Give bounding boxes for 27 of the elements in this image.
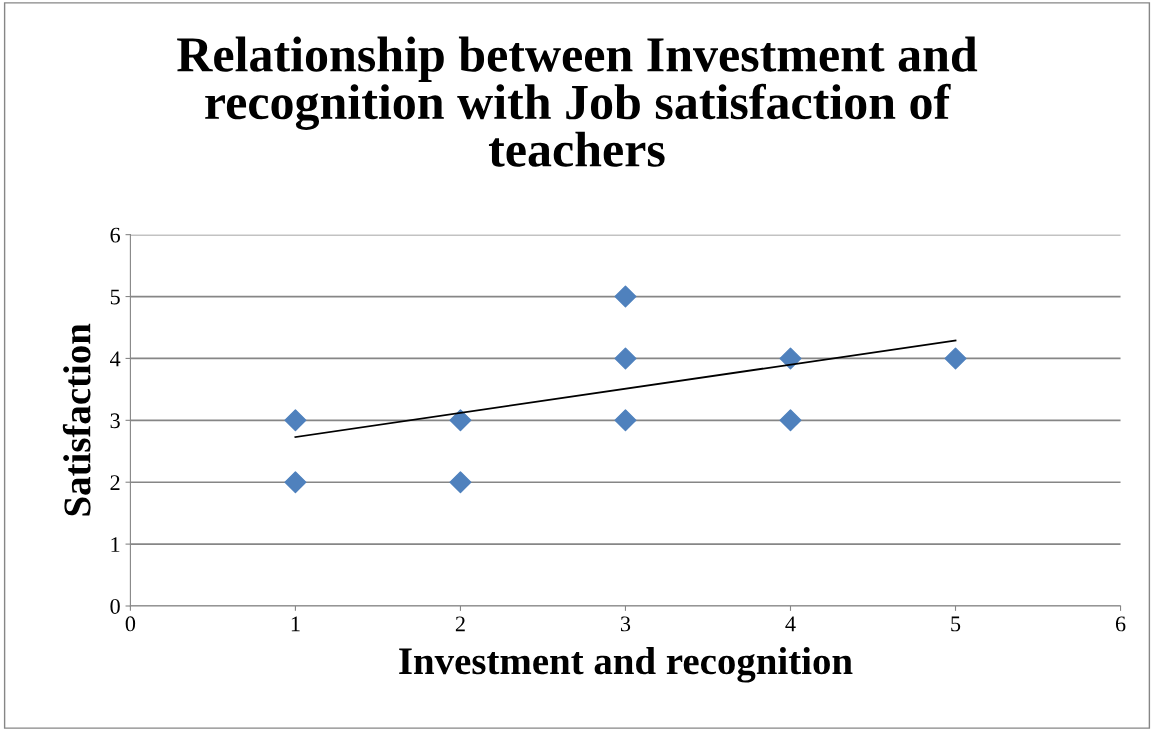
point bbox=[614, 285, 637, 308]
y-tick-label: 0 bbox=[110, 598, 120, 614]
x-tick-label: 4 bbox=[785, 616, 796, 632]
y-tick-label: 5 bbox=[110, 289, 120, 305]
y-tick-label: 4 bbox=[110, 351, 121, 367]
y-tick-label: 3 bbox=[110, 413, 120, 429]
x-tick-label: 5 bbox=[951, 616, 961, 632]
point bbox=[779, 347, 802, 370]
x-axis-title: Investment and recognition bbox=[399, 646, 853, 683]
chart-title: Relationship between Investment and recognition with Job satisfaction of teachers bbox=[177, 36, 978, 167]
y-tick-label: 1 bbox=[111, 537, 120, 552]
point bbox=[614, 409, 637, 432]
y-axis-title: Satisfaction bbox=[62, 323, 91, 516]
point bbox=[284, 471, 307, 494]
point bbox=[779, 409, 802, 432]
x-tick-label: 2 bbox=[455, 616, 465, 632]
x-tick-label: 1 bbox=[291, 616, 300, 632]
x-tick-label: 6 bbox=[1115, 616, 1126, 632]
x-tick-label: 3 bbox=[620, 616, 631, 632]
point bbox=[449, 409, 472, 432]
point bbox=[614, 347, 637, 370]
x-tick-label: 0 bbox=[125, 616, 136, 632]
y-tick-label: 2 bbox=[110, 475, 120, 490]
point bbox=[284, 409, 307, 432]
point bbox=[449, 471, 472, 494]
point bbox=[944, 347, 967, 370]
y-tick-label: 6 bbox=[110, 227, 121, 243]
